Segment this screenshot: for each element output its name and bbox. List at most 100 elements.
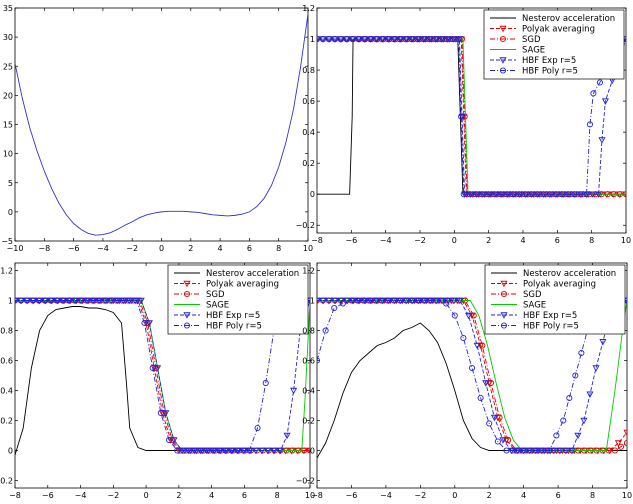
series-marker-5 <box>204 447 211 454</box>
x-tick-label: −2 <box>414 491 426 500</box>
series-marker-1 <box>306 447 310 455</box>
series-marker-5 <box>372 35 380 43</box>
x-tick-label: −6 <box>68 244 80 253</box>
y-tick-label: 35 <box>3 4 13 13</box>
series-marker-5 <box>254 424 261 432</box>
series-marker-5 <box>262 379 269 387</box>
series-marker-5 <box>458 113 465 120</box>
series-marker-4 <box>306 297 310 305</box>
series-line-5 <box>317 38 626 195</box>
series-marker-5 <box>540 447 547 454</box>
y-tick-label: 0 <box>8 208 13 217</box>
axes-frame <box>14 262 311 489</box>
series-marker-4 <box>598 137 606 144</box>
series-marker-5 <box>434 297 441 304</box>
x-tick-label: 6 <box>247 244 252 253</box>
series-marker-5 <box>477 394 484 402</box>
series-marker-5 <box>216 447 223 454</box>
legend-label: HBF Exp r=5 <box>206 311 260 321</box>
legend-marker <box>500 322 508 329</box>
series-marker-4 <box>499 437 507 444</box>
series-marker-5 <box>534 447 541 454</box>
series-marker-5 <box>426 35 433 43</box>
series-marker-4 <box>258 447 266 455</box>
series-marker-5 <box>460 191 467 198</box>
legend-marker <box>500 290 508 298</box>
series-marker-5 <box>515 191 523 198</box>
x-tick-label: 10 <box>621 236 631 245</box>
series-marker-5 <box>497 191 504 198</box>
y-tick-label: 1 <box>8 297 13 306</box>
x-tick-label: 4 <box>520 236 525 245</box>
series-marker-5 <box>384 35 391 43</box>
series-line-4 <box>15 300 310 451</box>
x-tick-label: −8 <box>38 244 50 253</box>
y-tick-label: 0.8 <box>0 327 13 336</box>
series-marker-5 <box>449 35 456 43</box>
y-tick-label: −5 <box>1 237 13 246</box>
x-tick-label: −4 <box>75 491 87 500</box>
y-tick-label: 5 <box>8 179 13 188</box>
series-marker-4 <box>574 432 582 440</box>
x-tick-label: 10 <box>305 491 315 500</box>
series-marker-4 <box>580 417 588 425</box>
series-marker-5 <box>485 191 492 198</box>
series-marker-5 <box>560 417 567 424</box>
series-marker-4 <box>325 297 333 305</box>
series-marker-5 <box>455 35 462 43</box>
series-marker-4 <box>473 342 481 350</box>
series-marker-4 <box>162 410 170 417</box>
series-marker-5 <box>354 297 361 304</box>
series-marker-5 <box>521 447 528 454</box>
series-marker-5 <box>331 35 338 43</box>
series-marker-5 <box>378 35 385 43</box>
series-line-0 <box>15 13 308 236</box>
legend-label: SAGE <box>522 46 545 56</box>
series-marker-4 <box>252 447 260 455</box>
series-marker-5 <box>402 35 409 43</box>
series-marker-5 <box>339 300 346 307</box>
series-marker-5 <box>78 297 85 304</box>
x-tick-label: 0 <box>452 236 457 245</box>
x-tick-label: −8 <box>311 491 323 500</box>
x-tick-label: 2 <box>487 491 492 500</box>
legend-marker <box>499 35 507 43</box>
x-tick-label: −8 <box>9 491 21 500</box>
y-tick-label: 0 <box>310 190 315 199</box>
series-marker-5 <box>349 35 356 43</box>
y-tick-label: 0 <box>310 447 315 456</box>
y-tick-label: 15 <box>3 121 13 130</box>
x-tick-label: −6 <box>42 491 54 500</box>
y-tick-label: −0.2 <box>0 477 13 486</box>
series-marker-1 <box>623 429 627 437</box>
series-marker-5 <box>479 191 486 198</box>
series-marker-5 <box>528 191 535 198</box>
series-marker-5 <box>558 191 566 198</box>
series-marker-4 <box>319 297 327 305</box>
legend-label: SAGE <box>206 301 229 311</box>
series-marker-5 <box>414 35 421 43</box>
series-marker-5 <box>396 297 404 304</box>
x-tick-label: −4 <box>380 491 392 500</box>
series-marker-4 <box>562 447 570 455</box>
legend-label: Nesterov acceleration <box>523 269 616 279</box>
legend-label: HBF Exp r=5 <box>523 311 577 321</box>
x-tick-label: −6 <box>345 236 357 245</box>
series-marker-4 <box>464 312 473 320</box>
series-marker-4 <box>490 414 498 422</box>
series-marker-5 <box>527 447 535 454</box>
series-marker-5 <box>337 35 344 43</box>
series-marker-5 <box>317 357 321 364</box>
series-marker-5 <box>390 297 397 304</box>
legend-marker <box>499 57 507 64</box>
x-tick-label: 2 <box>176 491 181 500</box>
series-marker-2 <box>623 439 627 447</box>
legend-label: HBF Poly r=5 <box>522 67 578 77</box>
x-tick-label: 8 <box>590 491 595 500</box>
series-marker-4 <box>599 339 607 346</box>
series-marker-4 <box>588 191 597 198</box>
x-tick-label: 0 <box>159 244 164 253</box>
series-marker-4 <box>137 297 145 305</box>
